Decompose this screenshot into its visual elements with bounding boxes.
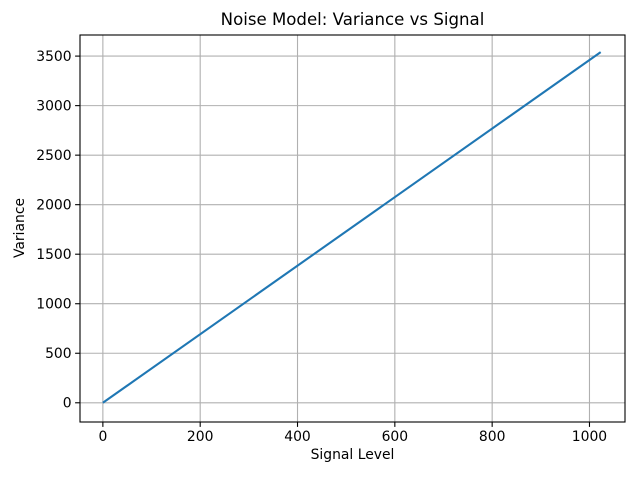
x-axis-label: Signal Level — [310, 447, 395, 463]
y-tick-label: 1500 — [36, 247, 71, 263]
plot-border — [79, 34, 626, 423]
x-tick-label: 600 — [382, 429, 409, 445]
data-series — [102, 51, 602, 404]
x-tick-label: 800 — [479, 429, 506, 445]
gridlines — [80, 35, 625, 422]
y-tick-label: 2500 — [36, 148, 71, 164]
x-tick-label: 400 — [284, 429, 311, 445]
x-tick-label: 200 — [187, 429, 214, 445]
y-tick-label: 500 — [45, 346, 72, 362]
y-axis-label: Variance — [12, 197, 28, 259]
y-tick-labels: 0 500 1000 1500 2000 2500 3000 3500 — [36, 49, 71, 412]
y-tick-label: 2000 — [36, 197, 71, 213]
y-tick-label: 3500 — [36, 49, 71, 65]
y-tick-label: 3000 — [36, 98, 71, 114]
data-line — [102, 51, 602, 404]
y-tick-label: 1000 — [36, 297, 71, 313]
axis-ticks — [75, 55, 591, 427]
x-tick-labels: 0 200 400 600 800 1000 — [98, 429, 607, 445]
x-tick-label: 1000 — [572, 429, 607, 445]
x-tick-label: 0 — [98, 429, 107, 445]
y-tick-label: 0 — [63, 396, 72, 412]
chart-title: Noise Model: Variance vs Signal — [220, 10, 485, 29]
